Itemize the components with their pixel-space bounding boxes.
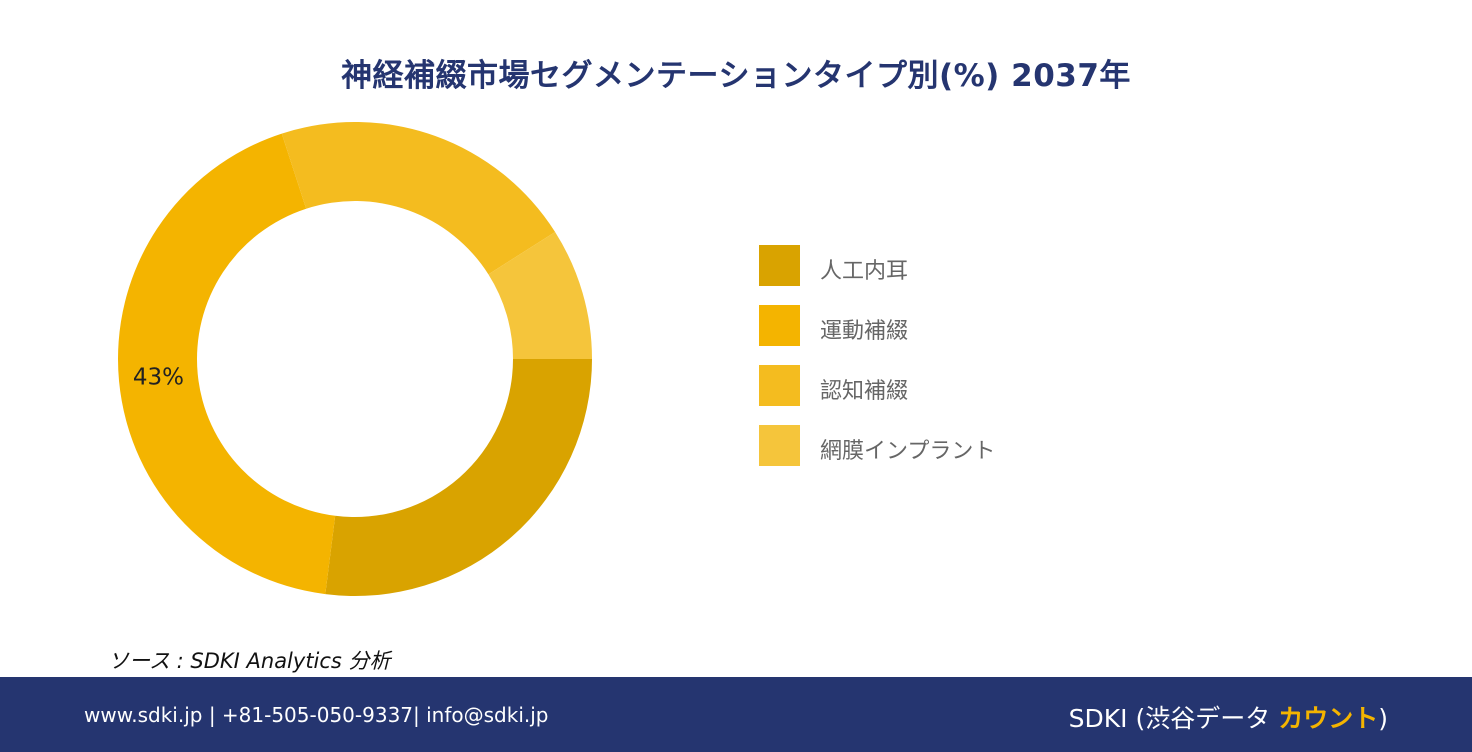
legend-swatch xyxy=(759,305,800,346)
brand-accent: カウント xyxy=(1278,704,1379,733)
legend-label: 人工内耳 xyxy=(820,259,909,284)
footer-bar: www.sdki.jp | +81-505-050-9337| info@sdk… xyxy=(0,677,1472,752)
donut-chart: 43% xyxy=(118,122,592,596)
donut-slice-1 xyxy=(325,359,592,596)
legend-item: 認知補綴 xyxy=(759,365,1159,406)
legend-label: 認知補綴 xyxy=(820,379,909,404)
legend-swatch xyxy=(759,245,800,286)
legend-item: 網膜インプラント xyxy=(759,425,1159,466)
footer-contact: www.sdki.jp | +81-505-050-9337| info@sdk… xyxy=(84,703,549,727)
legend-item: 運動補綴 xyxy=(759,305,1159,346)
legend-swatch xyxy=(759,425,800,466)
donut-slice-3 xyxy=(281,122,556,275)
brand-prefix: SDKI (渋谷データ xyxy=(1068,704,1279,733)
chart-title: 神経補綴市場セグメンテーションタイプ別(%) 2037年 xyxy=(341,58,1131,94)
legend-label: 網膜インプラント xyxy=(820,439,996,464)
footer-brand: SDKI (渋谷データ カウント) xyxy=(1069,699,1388,735)
donut-slice-2 xyxy=(118,133,336,595)
legend-label: 運動補綴 xyxy=(820,319,909,344)
legend-item: 人工内耳 xyxy=(759,245,1159,286)
legend-swatch xyxy=(759,365,800,406)
slice-data-label: 43% xyxy=(133,365,184,391)
brand-suffix: ) xyxy=(1378,704,1388,733)
source-note: ソース : SDKI Analytics 分析 xyxy=(108,649,391,673)
donut-slice-4 xyxy=(488,232,592,359)
